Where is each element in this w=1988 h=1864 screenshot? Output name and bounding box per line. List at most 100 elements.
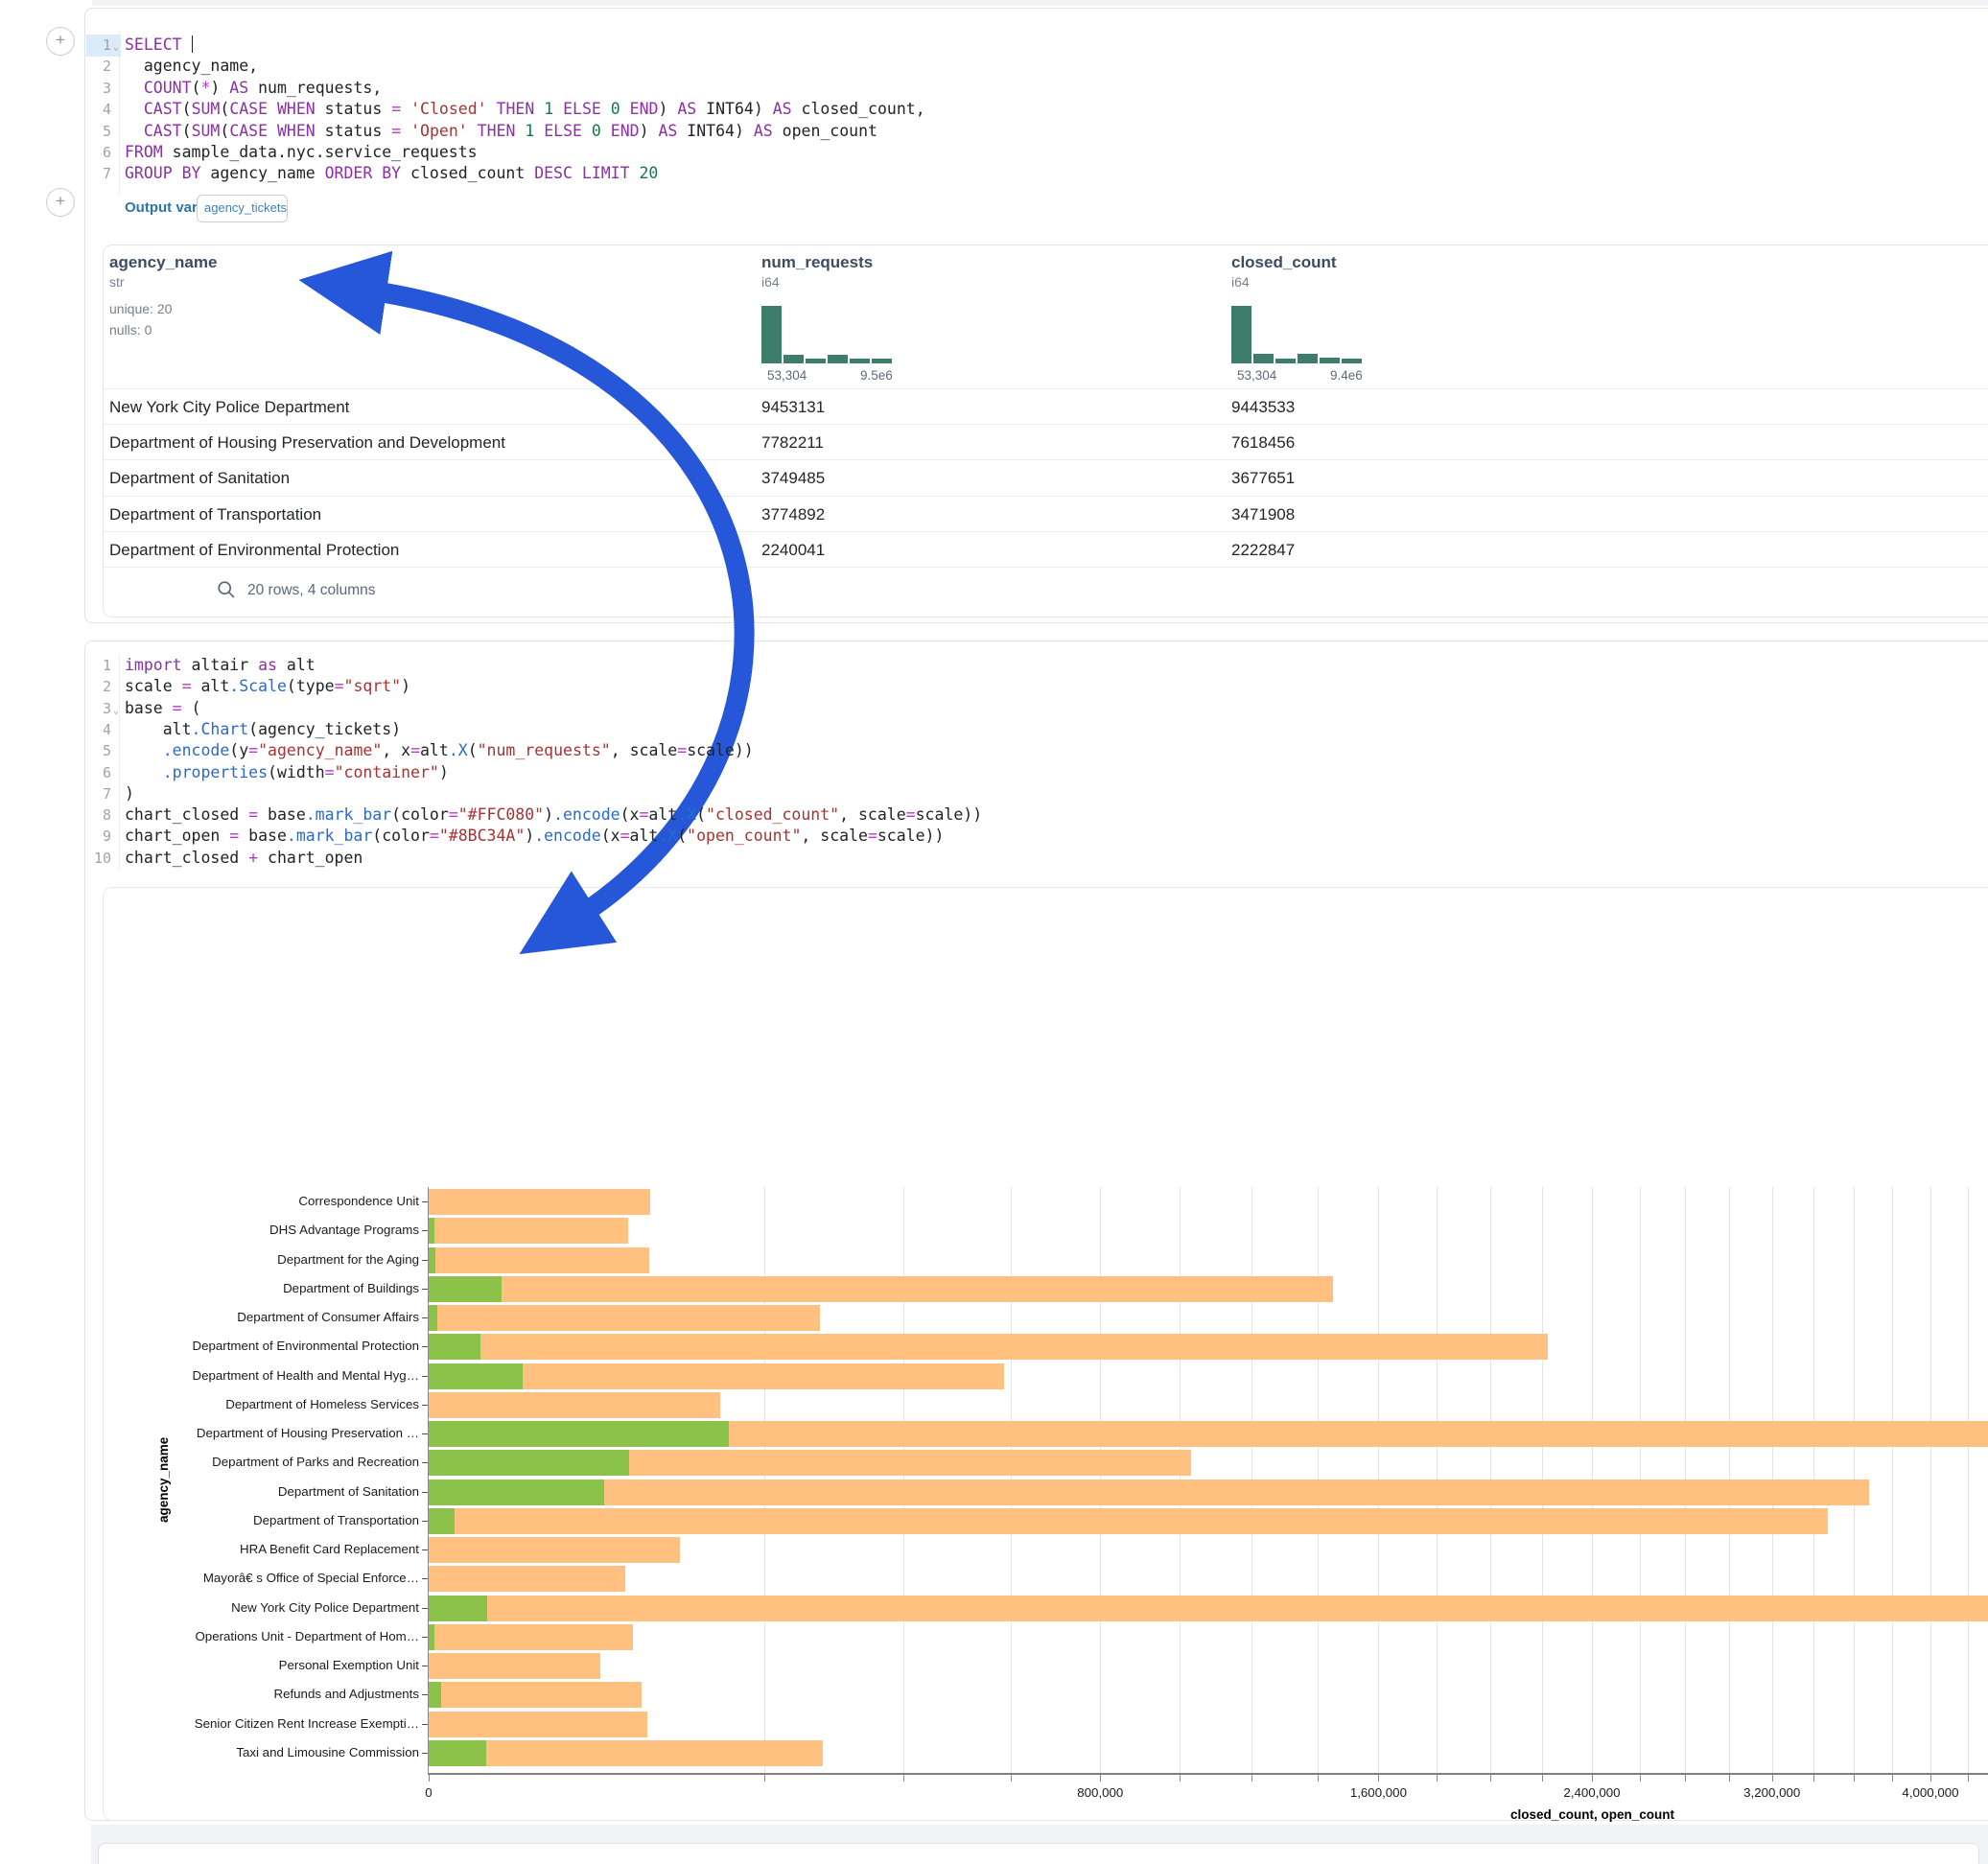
y-axis-label: Department of Transportation <box>103 1513 419 1527</box>
code-text: agency_name, <box>125 56 258 77</box>
code-text: chart_closed + chart_open <box>125 848 363 869</box>
line-number: 8 <box>84 804 111 826</box>
code-text: GROUP BY agency_name ORDER BY closed_cou… <box>125 163 658 184</box>
y-axis-label: Department of Buildings <box>103 1281 419 1295</box>
code-line[interactable]: 7) <box>84 783 1988 805</box>
code-text: import altair as alt <box>125 655 316 676</box>
histogram-bar <box>761 306 782 363</box>
x-axis-tick <box>1318 1774 1319 1782</box>
table-row[interactable]: Department of Environmental Protection 22… <box>104 531 1988 568</box>
line-number: 1 <box>84 35 111 56</box>
gridline <box>1968 1187 1969 1773</box>
x-axis-tick <box>1930 1774 1931 1782</box>
y-axis-title: agency_name <box>156 1437 171 1523</box>
column-name-agency_name[interactable]: agency_name <box>109 253 217 272</box>
histogram-max-label: 9.4e6 <box>1330 368 1363 383</box>
table-cell: 2240041 <box>761 541 825 560</box>
table-cell: Department of Environmental Protection <box>109 541 399 560</box>
open-count-bar <box>429 1421 729 1447</box>
y-axis-label: Department of Housing Preservation … <box>103 1426 419 1440</box>
x-axis-tick-label: 3,200,000 <box>1743 1785 1800 1800</box>
code-text: alt.Chart(agency_tickets) <box>125 719 401 740</box>
code-line[interactable]: 8 chart_closed = base.mark_bar(color="#FF… <box>84 804 1988 827</box>
closed-count-bar <box>429 1334 1548 1360</box>
line-number: 5 <box>84 121 111 142</box>
open-count-bar <box>429 1276 502 1302</box>
x-axis-tick <box>1437 1774 1438 1782</box>
closed-count-bar <box>429 1508 1828 1534</box>
x-axis-tick <box>1011 1774 1012 1782</box>
column-name-num_requests[interactable]: num_requests <box>761 253 873 272</box>
code-text: scale = alt.Scale(type="sqrt") <box>125 676 410 697</box>
table-cell: 7782211 <box>761 433 824 453</box>
histogram-min-label: 53,304 <box>767 368 807 383</box>
closed-count-bar <box>429 1247 649 1273</box>
code-text: .properties(width="container") <box>125 762 449 783</box>
code-line[interactable]: 1⌄SELECT <box>84 35 1988 57</box>
closed-count-bar <box>429 1624 633 1650</box>
line-number: 1 <box>84 655 111 676</box>
closed-count-bar <box>429 1653 600 1679</box>
open-count-bar <box>429 1596 487 1621</box>
y-axis-label: Department of Consumer Affairs <box>103 1310 419 1324</box>
column-stat: nulls: 0 <box>109 322 152 338</box>
code-line[interactable]: 9chart_open = base.mark_bar(color="#8BC3… <box>84 826 1988 848</box>
table-cell: 3749485 <box>761 469 825 488</box>
search-icon[interactable] <box>217 580 236 599</box>
x-axis-tick <box>1490 1774 1491 1782</box>
table-cell: 7618456 <box>1231 433 1295 453</box>
y-axis-label: Mayorâ€ s Office of Special Enforce… <box>103 1571 419 1585</box>
x-axis-tick <box>1772 1774 1773 1782</box>
column-type: i64 <box>761 274 780 290</box>
table-cell: 2222847 <box>1231 541 1295 560</box>
x-axis-tick <box>1813 1774 1814 1782</box>
y-axis-label: Department of Environmental Protection <box>103 1339 419 1353</box>
code-line[interactable]: 5 .encode(y="agency_name", x=alt.X("num_… <box>84 740 1988 762</box>
code-line[interactable]: 1 import altair as alt <box>84 655 1988 677</box>
x-axis-tick <box>1180 1774 1181 1782</box>
x-axis-tick <box>903 1774 904 1782</box>
table-cell: 3774892 <box>761 505 825 524</box>
y-axis-label: HRA Benefit Card Replacement <box>103 1542 419 1556</box>
table-row[interactable]: Department of Sanitation37494853677651 <box>104 459 1988 496</box>
x-axis-tick <box>1592 1774 1593 1782</box>
histogram-bar <box>1253 354 1274 363</box>
code-line[interactable]: 3⌄base = ( <box>84 698 1988 720</box>
table-cell: New York City Police Department <box>109 398 349 417</box>
x-axis-line <box>428 1773 1988 1775</box>
code-text: ) <box>125 783 134 804</box>
y-axis-label: Refunds and Adjustments <box>103 1687 419 1701</box>
table-cell: Department of Housing Preservation and D… <box>109 433 505 453</box>
table-row[interactable]: New York City Police Department945313194… <box>104 388 1988 425</box>
line-number: 3 <box>84 78 111 99</box>
open-count-bar <box>429 1305 437 1331</box>
table-row[interactable]: Department of Housing Preservation and D… <box>104 424 1988 460</box>
code-text: base = ( <box>125 698 200 719</box>
x-axis-tick-label: 1,600,000 <box>1350 1785 1407 1800</box>
column-type: str <box>109 274 125 290</box>
histogram-bar <box>1231 306 1251 363</box>
add-cell-button-top[interactable]: + <box>46 27 75 56</box>
code-line[interactable]: 7GROUP BY agency_name ORDER BY closed_co… <box>84 163 1988 185</box>
code-line[interactable]: 3 COUNT(*) AS num_requests, <box>84 78 1988 100</box>
code-line[interactable]: 4 CAST(SUM(CASE WHEN status = 'Closed' T… <box>84 99 1988 121</box>
code-line[interactable]: 2 agency_name, <box>84 56 1988 78</box>
code-line[interactable]: 10chart_closed + chart_open <box>84 848 1988 870</box>
table-row[interactable]: Department of Transportation377489234719… <box>104 496 1988 532</box>
closed-count-bar <box>429 1566 625 1592</box>
y-axis-label: Department of Parks and Recreation <box>103 1455 419 1469</box>
histogram-bar <box>784 355 804 363</box>
code-line[interactable]: 2scale = alt.Scale(type="sqrt") <box>84 676 1988 698</box>
output-variable-badge[interactable]: agency_tickets <box>197 195 288 222</box>
code-line[interactable]: 6FROM sample_data.nyc.service_requests <box>84 142 1988 164</box>
column-name-closed_count[interactable]: closed_count <box>1231 253 1337 272</box>
code-text: .encode(y="agency_name", x=alt.X("num_re… <box>125 740 754 761</box>
line-number: 2 <box>84 56 111 77</box>
code-line[interactable]: 4 alt.Chart(agency_tickets) <box>84 719 1988 741</box>
code-line[interactable]: 5 CAST(SUM(CASE WHEN status = 'Open' THE… <box>84 121 1988 143</box>
code-text: chart_closed = base.mark_bar(color="#FFC… <box>125 804 982 826</box>
histogram-bar <box>1320 358 1340 363</box>
y-axis-label: Department of Health and Mental Hyg… <box>103 1368 419 1383</box>
code-line[interactable]: 6 .properties(width="container") <box>84 762 1988 784</box>
add-cell-button-output[interactable]: + <box>46 188 75 217</box>
